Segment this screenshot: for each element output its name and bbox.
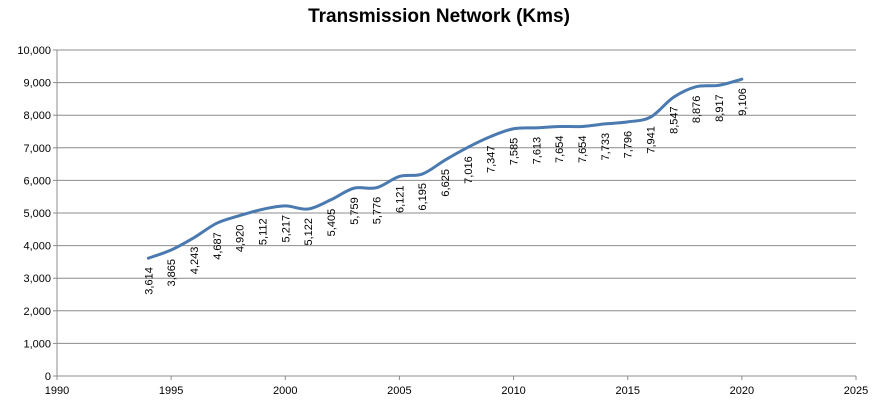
data-label: 5,405 [326,209,338,237]
data-label: 3,614 [143,267,155,295]
x-tick-label: 1990 [45,385,69,397]
y-tick-label: 8,000 [23,110,51,122]
data-label: 7,941 [646,126,658,154]
y-tick-label: 10,000 [17,45,51,57]
x-tick-label: 2010 [501,385,525,397]
data-label: 4,687 [212,232,224,260]
data-label: 6,195 [417,183,429,211]
y-tick-label: 1,000 [23,338,51,350]
data-label: 5,776 [372,197,384,225]
data-label: 5,122 [303,218,315,246]
data-label: 7,796 [623,131,635,159]
y-tick-label: 6,000 [23,175,51,187]
data-label: 8,917 [714,94,726,122]
series-line [146,77,744,260]
y-tick-label: 3,000 [23,273,51,285]
x-tick-label: 2000 [273,385,297,397]
data-label: 8,876 [691,96,703,124]
x-tick-label: 1995 [159,385,183,397]
data-label: 5,112 [257,218,269,245]
data-label: 9,106 [737,88,749,116]
data-label: 7,654 [577,135,589,163]
chart-title: Transmission Network (Kms) [308,6,570,27]
data-label: 4,243 [189,247,201,275]
x-tick-label: 2005 [387,385,411,397]
data-label: 7,016 [463,156,475,184]
data-label: 6,625 [440,169,452,197]
data-label: 8,547 [668,106,680,134]
y-tick-label: 2,000 [23,306,51,318]
x-tick-label: 2015 [615,385,639,397]
y-tick-label: 4,000 [23,241,51,253]
data-label: 7,654 [554,135,566,163]
y-tick-label: 9,000 [23,78,51,90]
data-label: 7,347 [486,145,498,173]
y-tick-label: 7,000 [23,143,51,155]
x-tick-label: 2025 [844,385,868,397]
y-tick-label: 5,000 [23,208,51,220]
data-label: 5,217 [280,215,292,243]
data-label: 7,585 [509,138,521,166]
data-label: 4,920 [235,225,247,253]
data-label: 3,865 [166,259,178,287]
data-label: 6,121 [394,185,406,213]
data-label: 7,613 [531,137,543,165]
data-label: 7,733 [600,133,612,161]
y-tick-label: 0 [45,371,51,383]
x-tick-label: 2020 [730,385,754,397]
data-label: 5,759 [349,197,361,225]
